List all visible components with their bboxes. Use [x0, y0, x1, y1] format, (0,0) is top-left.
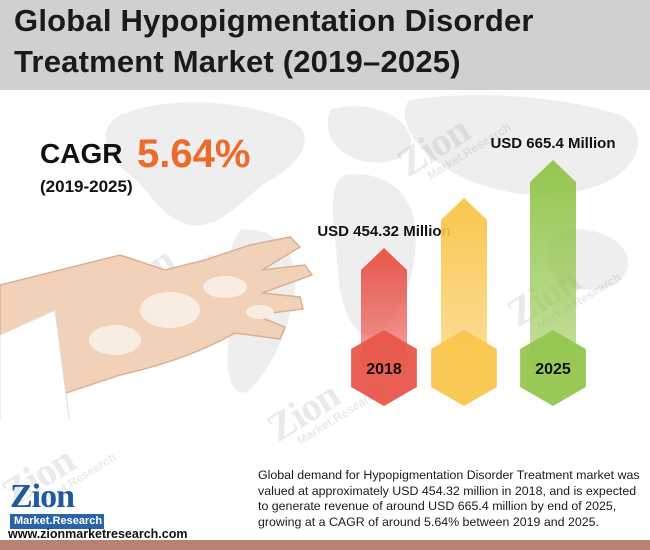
chart-column: 2018 USD 454.32 Million: [317, 223, 451, 406]
cagr-value: 5.64%: [137, 132, 251, 176]
page-title-line-1: Global Hypopigmentation Disorder: [14, 3, 534, 38]
category-label: 2018: [366, 361, 402, 378]
zion-logo: Zion Market.Research: [6, 478, 106, 530]
page-title-line-2: Treatment Market (2019–2025): [14, 44, 461, 79]
logo-brand: Zion: [10, 478, 75, 515]
category-label: 2025: [535, 361, 571, 378]
title-band: Global Hypopigmentation Disorder Treatme…: [0, 0, 650, 90]
description-text: Global demand for Hypopigmentation Disor…: [258, 468, 640, 529]
cagr-period: (2019-2025): [40, 177, 133, 196]
value-label: USD 665.4 Million: [490, 135, 615, 152]
cagr-label: CAGR: [40, 138, 123, 169]
chart-column: 2025 USD 665.4 Million: [490, 135, 616, 406]
bar-base-hexagon: [351, 330, 417, 406]
value-label: USD 454.32 Million: [317, 223, 450, 240]
bar-base-hexagon: [431, 330, 497, 406]
website-link[interactable]: www.zionmarketresearch.com: [8, 527, 188, 541]
bar: [441, 198, 487, 368]
hand-illustration: [0, 236, 314, 420]
chart-column: [431, 198, 497, 406]
bar: [530, 160, 576, 368]
bar-base-hexagon: [520, 330, 586, 406]
bottom-band: [0, 540, 650, 550]
logo-subtitle: Market.Research: [10, 514, 104, 529]
